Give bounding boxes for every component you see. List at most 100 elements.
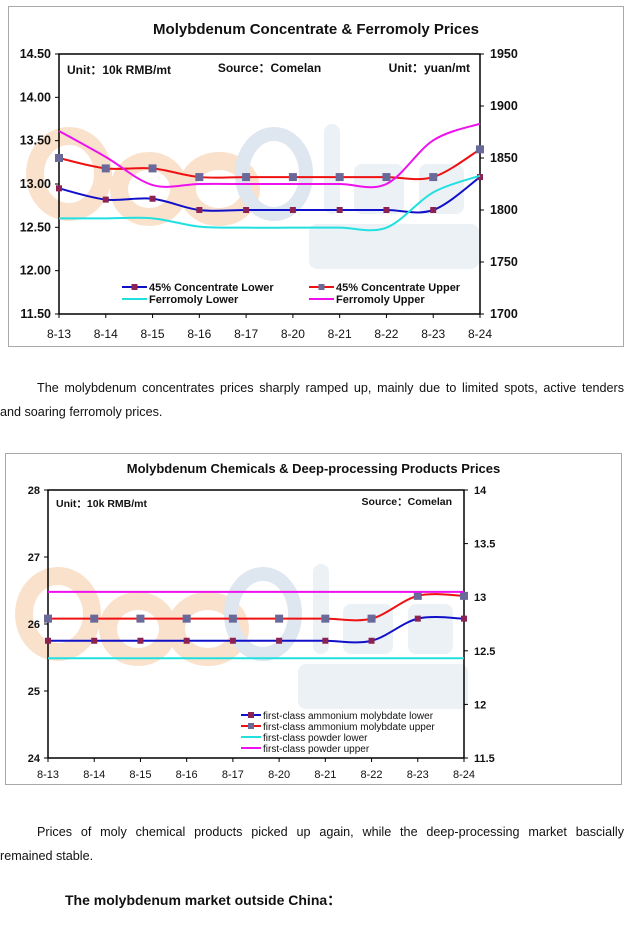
unit-left-label: Unit：10k RMB/mt: [67, 63, 171, 77]
legend-label: first-class ammonium molybdate lower: [263, 711, 434, 722]
section-heading: The molybdenum market outside China：: [65, 892, 342, 908]
y-left-tick-label: 14.50: [20, 47, 51, 61]
chart-svg: Molybdenum Concentrate & Ferromoly Price…: [20, 21, 518, 341]
series-marker-0: [102, 196, 109, 203]
x-tick-label: 8-13: [47, 327, 71, 341]
chart-title: Molybdenum Chemicals & Deep-processing P…: [127, 461, 501, 476]
y-right-tick-label: 1750: [490, 255, 518, 269]
legend-label: Ferromoly Lower: [149, 294, 239, 306]
y-left-tick-label: 28: [28, 485, 40, 497]
y-right-tick-label: 11.5: [474, 753, 495, 765]
series-marker-1: [413, 591, 422, 600]
x-tick-label: 8-24: [453, 769, 475, 781]
x-tick-label: 8-24: [468, 327, 492, 341]
legend-label: 45% Concentrate Upper: [336, 282, 461, 294]
y-right-tick-label: 13.5: [474, 539, 495, 551]
y-left-tick-label: 26: [28, 619, 40, 631]
series-marker-1: [44, 614, 52, 623]
watermark-lan-shape: [309, 224, 479, 269]
y-right-tick-label: 1850: [490, 151, 518, 165]
series-marker-0: [368, 637, 375, 644]
series-marker-1: [460, 591, 468, 600]
x-tick-label: 8-15: [141, 327, 165, 341]
series-marker-1: [242, 173, 251, 182]
watermark-lan-shape: [298, 664, 468, 709]
watermark-lan-shape: [408, 604, 453, 654]
y-left-tick-label: 27: [28, 552, 40, 564]
source-label: Source：Comelan: [218, 61, 321, 75]
unit-left-label: Unit：10k RMB/mt: [56, 498, 148, 510]
series-line-3: [58, 122, 481, 189]
legend-label: first-class ammonium molybdate upper: [263, 722, 435, 733]
x-tick-label: 8-14: [94, 327, 118, 341]
x-tick-label: 8-23: [407, 769, 429, 781]
series-marker-1: [367, 614, 376, 623]
series-marker-1: [101, 164, 110, 173]
legend-marker: [318, 284, 325, 290]
series-marker-1: [228, 614, 237, 623]
series-marker-1: [136, 614, 145, 623]
series-marker-1: [55, 154, 63, 162]
series-line-2: [58, 174, 481, 232]
series-line-1: [58, 148, 481, 181]
source-label: Source：Comelan: [362, 496, 452, 508]
x-tick-label: 8-20: [281, 327, 305, 341]
y-left-tick-label: 13.50: [20, 134, 51, 148]
series-marker-0: [414, 615, 421, 622]
y-left-tick-label: 14.00: [20, 90, 51, 104]
legend-label: Ferromoly Upper: [336, 294, 425, 306]
series-marker-0: [149, 195, 156, 202]
x-tick-label: 8-21: [328, 327, 352, 341]
series-marker-0: [322, 637, 329, 644]
series-marker-0: [91, 637, 98, 644]
watermark-e-shape: [224, 567, 302, 661]
chart-title: Molybdenum Concentrate & Ferromoly Price…: [153, 21, 479, 38]
series-marker-0: [477, 174, 483, 181]
x-tick-label: 8-22: [374, 327, 398, 341]
series-marker-0: [243, 207, 250, 213]
paragraph-line: remained stable.: [0, 849, 94, 863]
y-right-tick-label: 1900: [490, 99, 518, 113]
series-marker-1: [195, 173, 204, 182]
watermark-lan-shape: [313, 564, 329, 654]
chemicals-deep-processing-chart: Molybdenum Chemicals & Deep-processing P…: [5, 453, 622, 785]
paragraph-line: and soaring ferromoly prices.: [0, 405, 163, 419]
y-right-tick-label: 1700: [490, 307, 518, 321]
y-right-tick-label: 14: [474, 485, 487, 497]
y-left-tick-label: 24: [28, 753, 41, 765]
y-right-tick-label: 13: [474, 592, 486, 604]
x-tick-label: 8-17: [222, 769, 244, 781]
series-marker-0: [383, 207, 390, 213]
watermark-logo: [15, 564, 468, 709]
series-line-0: [47, 616, 465, 644]
y-right-tick-label: 12: [474, 699, 486, 711]
paragraph-chemicals: Prices of moly chemical products picked …: [0, 820, 624, 868]
series-marker-0: [461, 615, 467, 622]
concentrate-ferromoly-chart: Molybdenum Concentrate & Ferromoly Price…: [8, 6, 624, 347]
series-marker-0: [45, 637, 51, 644]
y-left-tick-label: 25: [28, 686, 40, 698]
x-tick-label: 8-14: [83, 769, 105, 781]
series-marker-0: [430, 207, 437, 213]
series-marker-0: [336, 207, 343, 213]
x-tick-label: 8-22: [361, 769, 383, 781]
x-tick-label: 8-21: [314, 769, 336, 781]
legend-label: 45% Concentrate Lower: [149, 282, 274, 294]
y-right-tick-label: 12.5: [474, 646, 495, 658]
unit-right-label: Unit：yuan/mt: [389, 61, 470, 75]
x-tick-label: 8-15: [129, 769, 151, 781]
series-marker-1: [321, 614, 330, 623]
y-left-tick-label: 11.50: [20, 307, 51, 321]
legend-label: first-class powder upper: [263, 744, 370, 755]
y-right-tick-label: 1950: [490, 47, 518, 61]
y-left-tick-label: 13.00: [20, 177, 51, 191]
watermark-lan-shape: [324, 124, 340, 214]
x-tick-label: 8-16: [187, 327, 211, 341]
legend-marker: [248, 723, 254, 729]
legend-marker: [248, 712, 254, 718]
paragraph-line: Prices of moly chemical products picked …: [37, 825, 624, 839]
series-marker-1: [90, 614, 99, 623]
series-marker-1: [182, 614, 191, 623]
y-left-tick-label: 12.50: [20, 220, 51, 234]
paragraph-concentrates: The molybdenum concentrates prices sharp…: [0, 376, 624, 424]
